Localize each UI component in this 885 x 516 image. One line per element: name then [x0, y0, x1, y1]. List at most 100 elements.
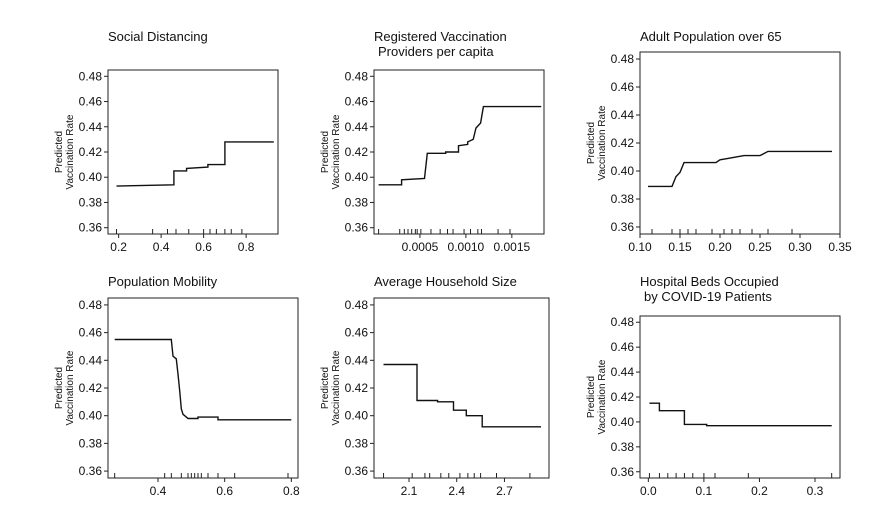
- plot-frame: [107, 297, 299, 479]
- y-tick-label: 0.36: [79, 221, 103, 235]
- y-tick-label: 0.46: [611, 80, 635, 94]
- y-tick-label: 0.38: [345, 195, 369, 209]
- x-tick-label: 0.0015: [493, 240, 530, 254]
- y-tick-label: 0.40: [79, 170, 103, 184]
- y-tick-label: 0.48: [79, 298, 103, 312]
- y-tick-label: 0.46: [79, 326, 103, 340]
- x-tick-label: 0.6: [216, 484, 233, 498]
- y-tick-label: 0.42: [79, 381, 103, 395]
- y-axis-label: Vaccination Rate: [65, 350, 76, 425]
- series-line: [649, 402, 832, 427]
- plot-frame: [639, 315, 841, 479]
- y-tick-label: 0.44: [79, 353, 103, 367]
- series-line: [378, 105, 542, 186]
- y-tick-label: 0.38: [79, 436, 103, 450]
- x-tick-label: 0.4: [153, 240, 170, 254]
- x-tick-label: 0.20: [708, 240, 732, 254]
- chart-title: Average Household Size: [374, 274, 517, 289]
- x-tick-label: 0.1: [696, 484, 713, 498]
- y-tick-label: 0.44: [345, 120, 369, 134]
- y-tick-label: 0.46: [345, 95, 369, 109]
- x-tick-label: 0.15: [668, 240, 692, 254]
- y-axis-label: Vaccination Rate: [331, 114, 342, 189]
- y-tick-label: 0.36: [611, 465, 635, 479]
- x-tick-label: 2.1: [401, 484, 418, 498]
- x-tick-label: 0.2: [751, 484, 768, 498]
- series-line: [648, 150, 832, 188]
- x-tick-label: 0.0010: [448, 240, 485, 254]
- y-axis-label: Predicted: [586, 122, 597, 164]
- y-axis-label: Predicted: [54, 367, 65, 409]
- chart-panel-4: Population Mobility 0.36 0.38 0.40 0.42 0.44 0…: [54, 274, 300, 498]
- y-tick-label: 0.46: [611, 340, 635, 354]
- y-axis-label: Vaccination Rate: [597, 359, 608, 434]
- y-tick-label: 0.42: [79, 145, 103, 159]
- y-tick-label: 0.40: [345, 409, 369, 423]
- chart-title: by COVID-19 Patients: [644, 289, 772, 304]
- y-tick-label: 0.42: [345, 145, 369, 159]
- series-line: [114, 338, 292, 421]
- x-tick-label: 0.2: [110, 240, 127, 254]
- x-tick-label: 2.4: [448, 484, 465, 498]
- x-tick-label: 0.25: [748, 240, 772, 254]
- series-line: [383, 363, 541, 428]
- y-tick-label: 0.36: [611, 220, 635, 234]
- y-tick-label: 0.40: [611, 415, 635, 429]
- series-line: [116, 141, 274, 187]
- y-tick-label: 0.44: [345, 353, 369, 367]
- y-tick-label: 0.42: [611, 136, 635, 150]
- y-tick-label: 0.42: [611, 390, 635, 404]
- y-axis-label: Predicted: [586, 376, 597, 418]
- x-tick-label: 0.0005: [402, 240, 439, 254]
- chart-panel-3: Adult Population over 65 0.36 0.38 0.40 0.42…: [586, 29, 852, 254]
- x-tick-label: 2.7: [496, 484, 513, 498]
- y-tick-label: 0.48: [611, 315, 635, 329]
- plot-frame: [639, 51, 841, 235]
- y-tick-label: 0.46: [345, 326, 369, 340]
- y-tick-label: 0.46: [79, 95, 103, 109]
- y-tick-label: 0.48: [345, 69, 369, 83]
- y-tick-label: 0.38: [611, 440, 635, 454]
- y-tick-label: 0.38: [79, 195, 103, 209]
- y-tick-label: 0.36: [345, 464, 369, 478]
- y-tick-label: 0.48: [345, 298, 369, 312]
- x-tick-label: 0.6: [195, 240, 212, 254]
- y-tick-label: 0.48: [611, 52, 635, 66]
- y-tick-label: 0.40: [345, 170, 369, 184]
- x-tick-label: 0.8: [238, 240, 255, 254]
- y-tick-label: 0.40: [611, 164, 635, 178]
- y-tick-label: 0.36: [79, 464, 103, 478]
- x-tick-label: 0.0: [640, 484, 657, 498]
- y-tick-label: 0.42: [345, 381, 369, 395]
- y-tick-label: 0.48: [79, 69, 103, 83]
- y-axis-label: Vaccination Rate: [331, 350, 342, 425]
- chart-title: Population Mobility: [108, 274, 218, 289]
- y-axis-label: Vaccination Rate: [65, 114, 76, 189]
- chart-title: Hospital Beds Occupied: [640, 274, 779, 289]
- chart-title: Registered Vaccination: [374, 29, 507, 44]
- x-tick-label: 0.35: [828, 240, 852, 254]
- chart-title: Social Distancing: [108, 29, 208, 44]
- x-tick-label: 0.10: [628, 240, 652, 254]
- y-tick-label: 0.36: [345, 221, 369, 235]
- x-tick-label: 0.8: [283, 484, 300, 498]
- x-tick-label: 0.4: [150, 484, 167, 498]
- x-tick-label: 0.3: [807, 484, 824, 498]
- y-axis-label: Predicted: [320, 131, 331, 173]
- y-axis-label: Predicted: [320, 367, 331, 409]
- y-tick-label: 0.40: [79, 409, 103, 423]
- y-axis-label: Predicted: [54, 131, 65, 173]
- y-tick-label: 0.38: [345, 436, 369, 450]
- x-tick-label: 0.30: [788, 240, 812, 254]
- plot-frame: [373, 297, 550, 479]
- y-tick-label: 0.44: [79, 120, 103, 134]
- y-tick-label: 0.38: [611, 192, 635, 206]
- y-tick-label: 0.44: [611, 108, 635, 122]
- plot-frame: [107, 69, 279, 235]
- y-tick-label: 0.44: [611, 365, 635, 379]
- chart-panel-5: Average Household Size 0.36 0.38 0.40 0.42 0.…: [320, 274, 550, 498]
- y-axis-label: Vaccination Rate: [597, 105, 608, 180]
